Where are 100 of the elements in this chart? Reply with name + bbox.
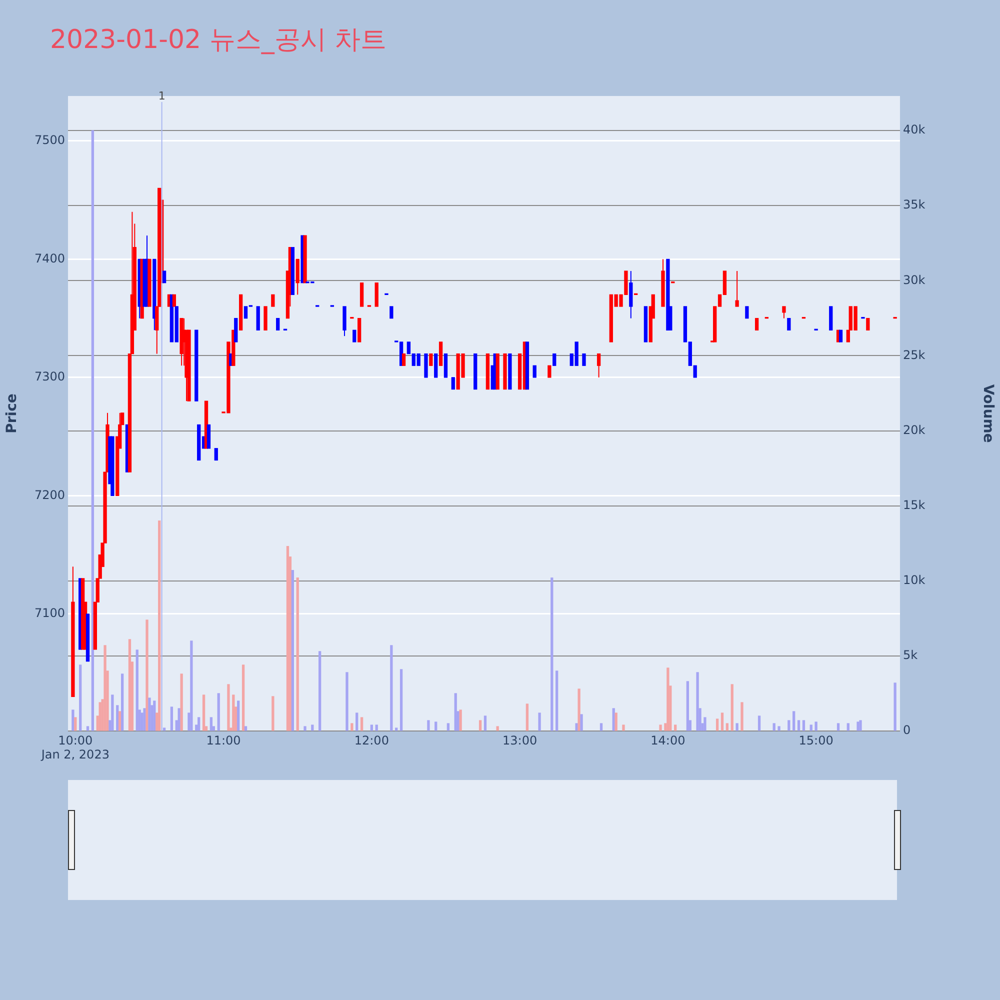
x-tick-label: 10:00 Jan 2, 2023 xyxy=(40,733,110,762)
candlestick xyxy=(444,353,448,378)
bar xyxy=(538,712,541,731)
candlestick xyxy=(206,424,211,449)
candlestick xyxy=(162,270,166,284)
y-axis-title: Price xyxy=(4,394,20,434)
bar xyxy=(550,578,554,731)
bar xyxy=(496,726,499,731)
bar xyxy=(802,720,806,731)
candlestick xyxy=(508,353,512,390)
bar xyxy=(91,130,94,731)
bar xyxy=(136,650,138,731)
bar xyxy=(772,723,776,731)
bar xyxy=(242,664,245,731)
y2-tick-label: 0 xyxy=(903,723,911,738)
y-tick-label: 7100 xyxy=(34,606,65,620)
bar xyxy=(296,578,299,731)
bar xyxy=(370,724,373,731)
bar xyxy=(74,717,77,731)
bar xyxy=(859,720,862,731)
bar xyxy=(580,714,583,731)
bar xyxy=(375,724,378,731)
bar xyxy=(318,651,322,731)
y2-tick-label: 30k xyxy=(903,272,926,287)
y-tick-label: 7300 xyxy=(34,370,65,384)
bar xyxy=(526,704,529,731)
bar xyxy=(390,645,393,731)
x-tick-label: 15:00 xyxy=(798,733,834,748)
bar xyxy=(227,684,230,731)
bar xyxy=(170,706,174,731)
bar xyxy=(788,720,790,731)
bar xyxy=(836,723,840,731)
bar xyxy=(72,710,74,731)
bar xyxy=(614,712,618,731)
bar xyxy=(730,684,734,731)
candlestick xyxy=(486,353,490,390)
bar xyxy=(237,700,240,731)
candlestick xyxy=(838,330,843,342)
bar xyxy=(810,724,812,731)
bar xyxy=(128,639,132,731)
bar xyxy=(446,723,450,731)
y2-tick-label: 40k xyxy=(903,122,926,137)
candlestick xyxy=(532,365,536,378)
candlestick xyxy=(110,436,114,496)
bar xyxy=(726,723,729,731)
bar xyxy=(792,711,796,731)
candlestick xyxy=(271,294,275,307)
bar xyxy=(758,716,761,731)
bar xyxy=(674,724,677,731)
candlestick xyxy=(735,270,739,307)
x-tick-label: 12:00 xyxy=(354,733,389,748)
bar xyxy=(478,720,482,731)
candlestick xyxy=(234,318,238,342)
y-tick-label: 7400 xyxy=(34,251,65,266)
bar xyxy=(686,681,690,731)
x-tick-label: 11:00 xyxy=(206,733,241,748)
candlestick xyxy=(424,353,428,378)
y2-tick-label: 10k xyxy=(903,573,926,588)
bar xyxy=(272,696,274,731)
bar xyxy=(659,724,662,731)
ref-line-label: 1 xyxy=(158,89,166,102)
candlestick xyxy=(548,365,552,378)
bar xyxy=(162,728,166,731)
bar xyxy=(814,722,818,731)
bar xyxy=(217,693,220,731)
candlestick xyxy=(474,353,478,390)
bar xyxy=(311,724,314,731)
bar xyxy=(856,722,860,731)
y2-tick-label: 5k xyxy=(903,648,918,662)
bar xyxy=(304,726,306,731)
bar xyxy=(291,570,294,731)
bar xyxy=(232,694,235,731)
bar xyxy=(79,664,82,731)
bar xyxy=(600,723,603,731)
x-tick-label: 14:00 xyxy=(650,733,686,748)
y2-tick-label: 15k xyxy=(903,498,926,512)
candlestick xyxy=(352,330,356,342)
bar xyxy=(427,720,430,731)
bar xyxy=(894,682,896,731)
candlestick xyxy=(197,424,201,461)
bar xyxy=(740,702,744,731)
bar xyxy=(459,710,462,731)
bar xyxy=(556,670,558,731)
bar xyxy=(778,726,780,731)
bar xyxy=(400,669,403,731)
y-tick-label: 7500 xyxy=(34,133,65,148)
y2-tick-label: 20k xyxy=(903,422,926,437)
candlestick xyxy=(204,400,208,449)
bar xyxy=(704,717,706,731)
bar xyxy=(286,546,290,731)
bar xyxy=(846,723,850,731)
bar xyxy=(146,620,148,731)
bar xyxy=(118,711,122,731)
bar xyxy=(612,708,615,731)
bar xyxy=(360,717,364,731)
candlestick xyxy=(148,258,152,307)
y2-tick-label: 35k xyxy=(903,198,926,212)
bar xyxy=(720,712,724,731)
bar xyxy=(434,722,438,731)
x-tick-label: 13:00 xyxy=(502,733,538,748)
